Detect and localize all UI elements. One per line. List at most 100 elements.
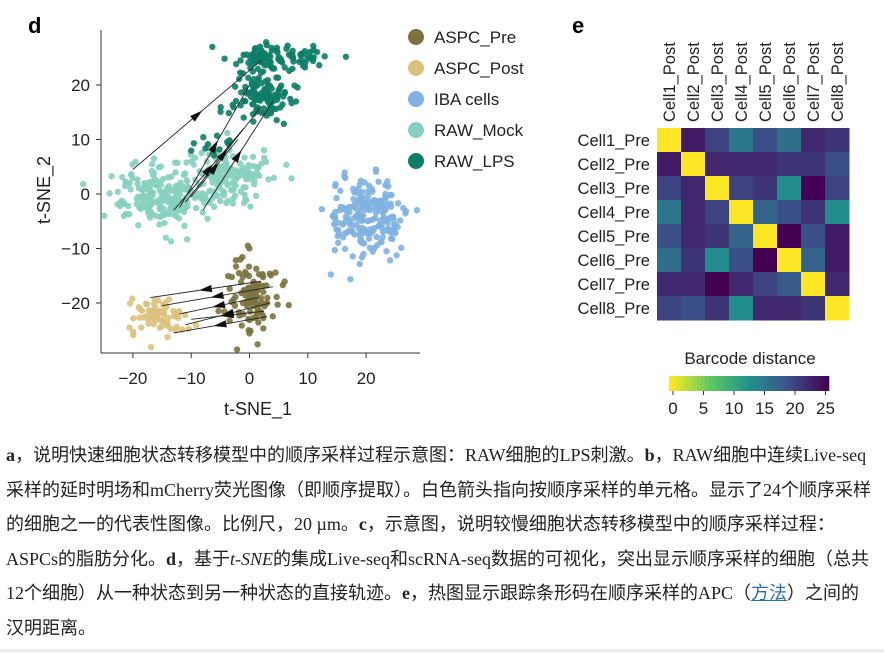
caption-label-b: b xyxy=(644,445,655,465)
arrowhead xyxy=(216,149,228,162)
point-iba-cells xyxy=(327,271,334,278)
point-raw-lps xyxy=(309,54,316,61)
heatmap-cell xyxy=(801,152,826,177)
point-raw-mock xyxy=(114,201,121,208)
point-iba-cells xyxy=(394,200,402,207)
colorbar-segment xyxy=(821,376,826,391)
point-aspc-post xyxy=(129,295,136,302)
point-raw-mock xyxy=(241,154,248,161)
point-iba-cells xyxy=(402,210,409,217)
point-iba-cells xyxy=(380,213,387,221)
heatmap-cell xyxy=(825,224,850,249)
point-raw-lps xyxy=(250,86,258,94)
point-raw-lps xyxy=(256,43,264,50)
point-iba-cells xyxy=(386,257,394,264)
point-raw-mock xyxy=(152,182,160,189)
heatmap-cell xyxy=(777,224,802,249)
point-aspc-post xyxy=(147,343,155,351)
point-iba-cells xyxy=(359,217,367,224)
point-iba-cells xyxy=(400,204,407,212)
point-raw-lps xyxy=(202,145,209,152)
point-raw-lps xyxy=(255,74,263,82)
point-raw-mock xyxy=(151,175,159,183)
point-aspc-post xyxy=(192,321,200,329)
caption-text-b: ，RAW细胞中连续Live-seq采样的延时明场和mCherry荧光图像（即顺序… xyxy=(6,445,871,534)
heatmap-cell xyxy=(705,272,730,297)
point-aspc-post xyxy=(140,314,148,321)
point-aspc-post xyxy=(159,307,166,315)
heatmap-cell xyxy=(801,272,826,297)
point-raw-lps xyxy=(257,49,265,56)
point-iba-cells xyxy=(357,235,364,242)
point-raw-lps xyxy=(225,109,233,117)
point-aspc-pre xyxy=(215,307,222,315)
point-aspc-pre xyxy=(254,341,261,348)
point-iba-cells xyxy=(329,212,337,219)
colorbar-segment xyxy=(809,376,814,391)
colorbar-segment xyxy=(713,376,718,391)
arrowhead xyxy=(210,291,224,299)
point-raw-lps xyxy=(254,104,261,111)
heatmap-cell xyxy=(729,152,754,177)
point-iba-cells xyxy=(370,225,377,233)
point-raw-lps xyxy=(250,118,257,125)
y-tick-label: 0 xyxy=(81,185,90,204)
point-raw-mock xyxy=(138,202,145,210)
heatmap-cell xyxy=(753,176,778,201)
colorbar-segment xyxy=(797,376,802,391)
y-tick-label: 10 xyxy=(71,131,90,150)
point-raw-mock xyxy=(120,212,128,220)
point-raw-lps xyxy=(251,45,259,52)
heatmap-cell xyxy=(681,248,706,273)
heatmap-cell xyxy=(705,128,730,153)
point-iba-cells xyxy=(377,197,384,204)
barcode-heatmap: Cell1_Pre Cell2_Pre Cell3_Pre Cell4_Pre Cell… xyxy=(578,42,850,418)
point-raw-mock xyxy=(180,186,187,193)
point-raw-lps xyxy=(280,120,288,128)
point-iba-cells xyxy=(381,207,388,215)
colorbar-segment xyxy=(749,376,754,391)
y-axis-label: t-SNE_2 xyxy=(34,156,55,224)
point-raw-lps xyxy=(258,80,265,87)
heatmap-cell xyxy=(753,200,778,225)
heatmap-cell xyxy=(753,224,778,249)
point-iba-cells xyxy=(374,242,381,249)
point-raw-mock xyxy=(206,187,213,194)
column-label: Cell4_Post xyxy=(733,42,751,122)
point-iba-cells xyxy=(331,246,339,254)
panel-e-label: e xyxy=(572,13,584,38)
point-aspc-pre xyxy=(260,325,267,332)
point-aspc-post xyxy=(138,324,145,331)
point-raw-mock xyxy=(199,209,206,216)
column-label: Cell2_Post xyxy=(685,42,703,122)
point-iba-cells xyxy=(375,207,383,214)
caption-label-d: d xyxy=(166,548,177,569)
heatmap-cell xyxy=(729,224,754,249)
point-aspc-pre xyxy=(274,301,281,308)
point-iba-cells xyxy=(318,205,326,213)
colorbar-segment xyxy=(781,376,786,391)
point-iba-cells xyxy=(361,179,368,186)
heatmap-cell xyxy=(801,224,826,249)
colorbar-segment xyxy=(785,376,790,391)
heatmap-cell xyxy=(729,272,754,297)
arrowhead xyxy=(220,311,235,319)
colorbar-segment xyxy=(769,376,774,391)
point-raw-lps xyxy=(296,58,303,66)
point-raw-mock xyxy=(209,179,216,186)
heatmap-cell xyxy=(777,200,802,225)
point-aspc-pre xyxy=(238,322,245,329)
point-aspc-post xyxy=(130,315,137,322)
point-raw-mock xyxy=(172,169,179,176)
point-aspc-pre xyxy=(245,327,252,334)
point-raw-lps xyxy=(240,114,247,121)
colorbar-segment xyxy=(673,376,678,391)
point-raw-mock xyxy=(148,192,156,199)
caption-label-c: c xyxy=(358,514,367,534)
heatmap-cell xyxy=(657,248,682,273)
point-iba-cells xyxy=(334,232,341,240)
point-raw-lps xyxy=(221,55,228,62)
heatmap-cell xyxy=(729,128,754,153)
colorbar-segment xyxy=(741,376,746,391)
methods-link[interactable]: 方法 xyxy=(751,583,788,603)
